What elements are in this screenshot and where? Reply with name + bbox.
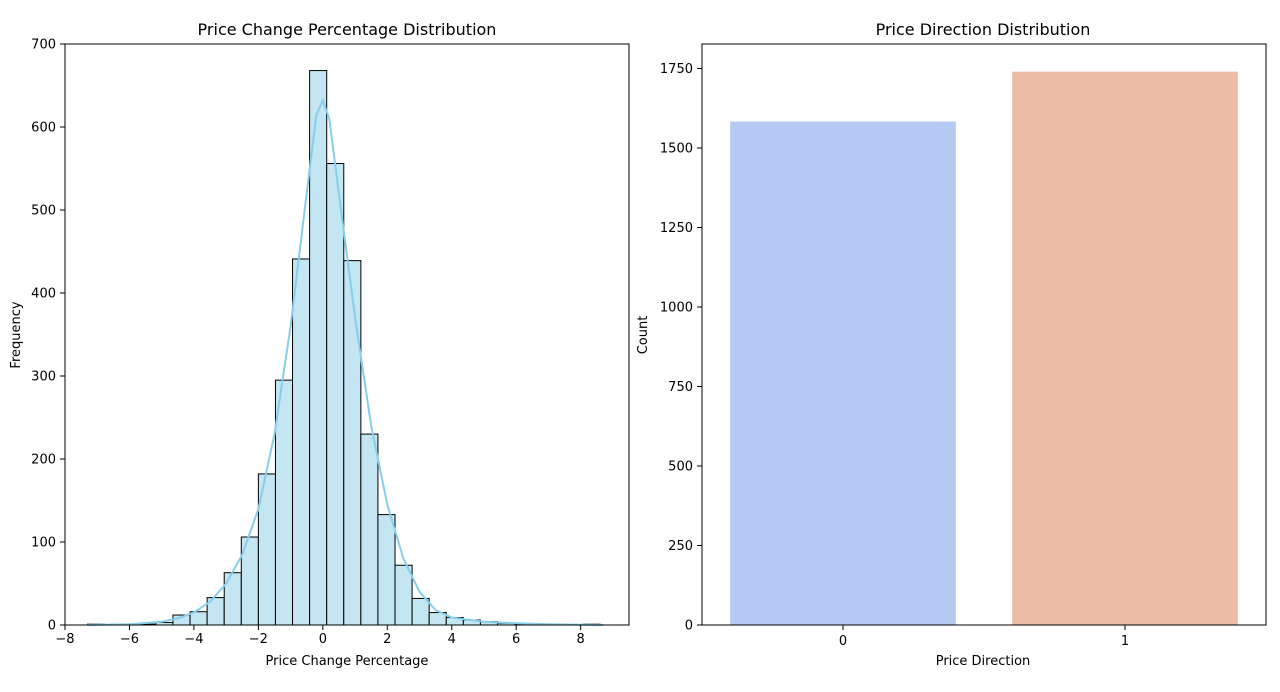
histogram-panel: Price Change Percentage Distribution Pri… [9,20,630,669]
histogram-bar [343,260,362,626]
y-tick-label: 200 [31,453,56,468]
y-tick-label: 500 [31,204,56,219]
x-tick-label: −6 [120,632,139,647]
bar-x-axis-label: Price Direction [936,654,1031,669]
histogram-x-ticks: −8 −6 −4 −2 0 2 4 6 8 [55,625,585,647]
histogram-title: Price Change Percentage Distribution [198,20,497,39]
bar-panel: Price Direction Distribution Price Direc… [636,20,1267,669]
x-tick-label: 1 [1121,634,1129,649]
x-tick-label: −8 [55,632,74,647]
x-tick-label: 2 [383,632,391,647]
y-tick-label: 1000 [660,300,693,315]
histogram-y-ticks: 0 100 200 300 400 500 600 700 [31,38,65,634]
histogram-y-axis-label: Frequency [9,301,24,368]
histogram-bars [87,70,601,626]
x-tick-label: 0 [319,632,327,647]
x-tick-label: −2 [249,632,268,647]
y-tick-label: 600 [31,121,56,136]
x-tick-label: 8 [577,632,585,647]
bar-axes-frame [701,43,1267,626]
x-tick-label: −4 [184,632,203,647]
histogram-axes-frame [64,43,630,626]
histogram-bar [292,258,311,626]
y-tick-label: 0 [685,619,693,634]
y-tick-label: 0 [48,619,56,634]
bar-y-ticks: 0 250 500 750 1000 1250 1500 1750 [660,62,702,634]
x-tick-label: 6 [512,632,520,647]
x-tick-label: 4 [448,632,456,647]
y-tick-label: 100 [31,536,56,551]
x-tick-label: 0 [839,634,847,649]
y-tick-label: 750 [668,380,693,395]
histogram-bar [394,564,413,626]
bar-direction-1 [1012,71,1238,625]
y-tick-label: 500 [668,459,693,474]
y-tick-label: 700 [31,38,56,53]
histogram-x-axis-label: Price Change Percentage [266,654,429,669]
kde-curve [87,97,604,626]
bar-y-axis-label: Count [636,316,651,355]
y-tick-label: 400 [31,287,56,302]
histogram-bar [411,597,430,626]
bar-direction-0 [730,121,956,625]
histogram-bar [326,163,345,626]
y-tick-label: 300 [31,370,56,385]
histogram-bar [377,514,396,626]
y-tick-label: 1750 [660,62,693,77]
y-tick-label: 1500 [660,141,693,156]
y-tick-label: 250 [668,539,693,554]
category-bars [730,71,1238,625]
y-tick-label: 1250 [660,221,693,236]
histogram-bar [360,433,379,626]
bar-chart-title: Price Direction Distribution [876,20,1091,39]
